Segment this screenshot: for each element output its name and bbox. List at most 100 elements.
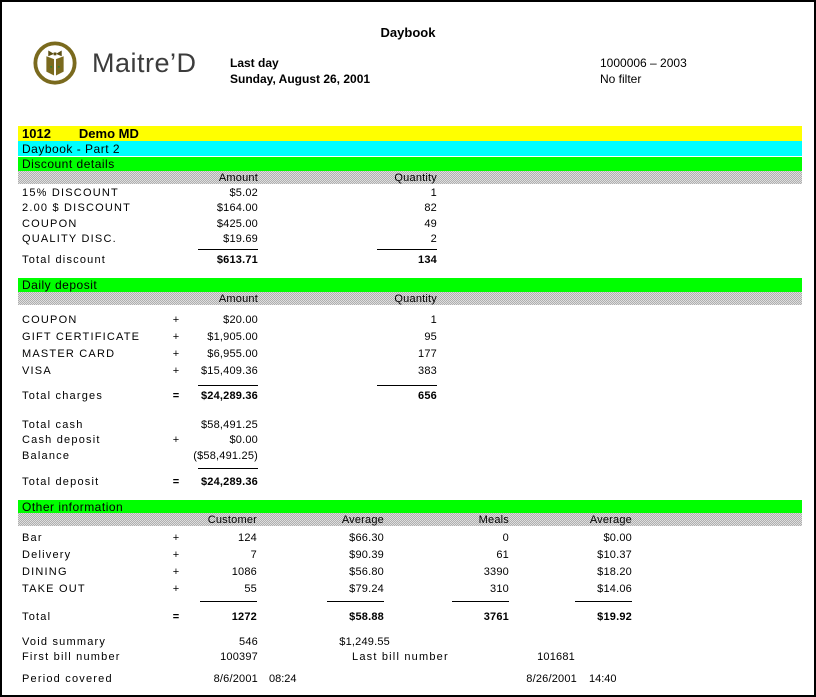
amount-value: $15,409.36 xyxy=(184,365,258,377)
plus-operator: + xyxy=(168,434,184,446)
amount-value: $24,289.36 xyxy=(184,390,258,402)
table-row: MASTER CARD + $6,955.00 177 xyxy=(18,345,802,362)
row-label: GIFT CERTIFICATE xyxy=(18,331,168,343)
equals-operator: = xyxy=(168,476,184,488)
total-rule xyxy=(198,249,258,250)
plus-operator: + xyxy=(168,348,184,360)
daybook-report-page: Daybook Maitre’D Last day Sunday, August… xyxy=(0,0,816,697)
report-part-bar: Daybook - Part 2 xyxy=(18,141,802,156)
average-value: $18.20 xyxy=(509,566,632,578)
column-header-amount: Amount xyxy=(184,293,258,305)
table-row: Cash deposit + $0.00 xyxy=(18,433,802,449)
average-value: $19.92 xyxy=(509,611,632,623)
table-row: 2.00 $ DISCOUNT $164.00 82 xyxy=(18,201,802,217)
row-label: TAKE OUT xyxy=(18,583,168,595)
other-information-table: Bar + 124 $66.30 0 $0.00 Delivery + 7 $9… xyxy=(18,529,802,625)
total-row: Total charges = $24,289.36 656 xyxy=(18,388,802,404)
customer-value: 1272 xyxy=(184,611,257,623)
plus-operator: + xyxy=(168,583,184,595)
table-row: COUPON $425.00 49 xyxy=(18,216,802,232)
quantity-value: 2 xyxy=(258,233,437,245)
amount-value: ($58,491.25) xyxy=(184,450,258,462)
period-end-date: 8/26/2001 xyxy=(526,672,577,687)
quantity-value: 49 xyxy=(258,218,437,230)
column-header-bar: Amount Quantity xyxy=(18,292,802,305)
period-start-time: 08:24 xyxy=(269,672,297,687)
row-label: Last bill number xyxy=(352,650,449,665)
column-header-average: Average xyxy=(509,514,632,526)
brand-name: Maitre’D xyxy=(92,48,197,79)
table-row: DINING + 1086 $56.80 3390 $18.20 xyxy=(18,563,802,580)
row-label: Total charges xyxy=(18,390,168,402)
amount-value: $5.02 xyxy=(184,187,258,199)
average-value: $79.24 xyxy=(257,583,384,595)
equals-operator: = xyxy=(168,611,184,623)
column-header-quantity: Quantity xyxy=(258,172,437,184)
meals-value: 310 xyxy=(384,583,509,595)
report-period-block: Last day Sunday, August 26, 2001 xyxy=(230,55,370,87)
row-label: Total deposit xyxy=(18,476,168,488)
row-label: Bar xyxy=(18,532,168,544)
average-value: $0.00 xyxy=(509,532,632,544)
section-title: Other information xyxy=(22,500,123,514)
column-header-quantity: Quantity xyxy=(258,293,437,305)
average-value: $14.06 xyxy=(509,583,632,595)
table-row: Total cash $58,491.25 xyxy=(18,417,802,433)
average-value: $10.37 xyxy=(509,549,632,561)
equals-operator: = xyxy=(168,390,184,402)
row-label: MASTER CARD xyxy=(18,348,168,360)
customer-value: 1086 xyxy=(184,566,257,578)
amount-value: $0.00 xyxy=(184,434,258,446)
amount-value: $58,491.25 xyxy=(184,419,258,431)
row-label: Total cash xyxy=(18,419,168,431)
total-rule xyxy=(452,601,509,602)
period-start-date: 8/6/2001 xyxy=(214,672,258,687)
table-row: Balance ($58,491.25) xyxy=(18,448,802,464)
discount-details-table: 15% DISCOUNT $5.02 1 2.00 $ DISCOUNT $16… xyxy=(18,185,802,268)
column-header-customer: Customer xyxy=(184,514,257,526)
last-bill-number: 101681 xyxy=(537,650,575,665)
table-row: COUPON + $20.00 1 xyxy=(18,311,802,328)
period-label: Last day xyxy=(230,55,370,71)
customer-value: 55 xyxy=(184,583,257,595)
daily-deposit-table: COUPON + $20.00 1 GIFT CERTIFICATE + $1,… xyxy=(18,311,802,404)
quantity-value: 177 xyxy=(258,348,437,360)
row-label: COUPON xyxy=(18,314,168,326)
amount-value: $19.69 xyxy=(184,233,258,245)
plus-operator: + xyxy=(168,549,184,561)
void-summary-row: Void summary 546 $1,249.55 xyxy=(18,635,802,650)
report-meta-block: 1000006 – 2003 No filter xyxy=(600,55,687,87)
plus-operator: + xyxy=(168,331,184,343)
plus-operator: + xyxy=(168,566,184,578)
filter-status: No filter xyxy=(600,71,687,87)
table-row: TAKE OUT + 55 $79.24 310 $14.06 xyxy=(18,580,802,597)
quantity-value: 383 xyxy=(258,365,437,377)
meals-value: 0 xyxy=(384,532,509,544)
column-header-bar: Customer Average Meals Average xyxy=(18,513,802,526)
total-row: Total deposit = $24,289.36 xyxy=(18,474,802,490)
total-rule-row xyxy=(18,466,802,471)
period-date: Sunday, August 26, 2001 xyxy=(230,71,370,87)
row-label: 2.00 $ DISCOUNT xyxy=(18,202,168,214)
column-header-meals: Meals xyxy=(384,514,509,526)
row-label: 15% DISCOUNT xyxy=(18,187,168,199)
meals-value: 3390 xyxy=(384,566,509,578)
table-row: Bar + 124 $66.30 0 $0.00 xyxy=(18,529,802,546)
quantity-value: 134 xyxy=(258,254,437,266)
amount-value: $164.00 xyxy=(184,202,258,214)
quantity-value: 1 xyxy=(258,187,437,199)
restaurant-name: Demo MD xyxy=(79,126,139,141)
plus-operator: + xyxy=(168,532,184,544)
section-bar-discount-details: Discount details xyxy=(18,157,802,171)
total-row: Total discount $613.71 134 xyxy=(18,252,802,268)
average-value: $58.88 xyxy=(257,611,384,623)
amount-value: $24,289.36 xyxy=(184,476,258,488)
total-rule xyxy=(198,468,258,469)
customer-value: 124 xyxy=(184,532,257,544)
bill-numbers-row: First bill number 100397 Last bill numbe… xyxy=(18,650,802,665)
cash-summary-table: Total cash $58,491.25 Cash deposit + $0.… xyxy=(18,417,802,490)
table-row: GIFT CERTIFICATE + $1,905.00 95 xyxy=(18,328,802,345)
amount-value: $425.00 xyxy=(184,218,258,230)
restaurant-number: 1012 xyxy=(22,126,51,141)
report-part-title: Daybook - Part 2 xyxy=(22,142,120,156)
